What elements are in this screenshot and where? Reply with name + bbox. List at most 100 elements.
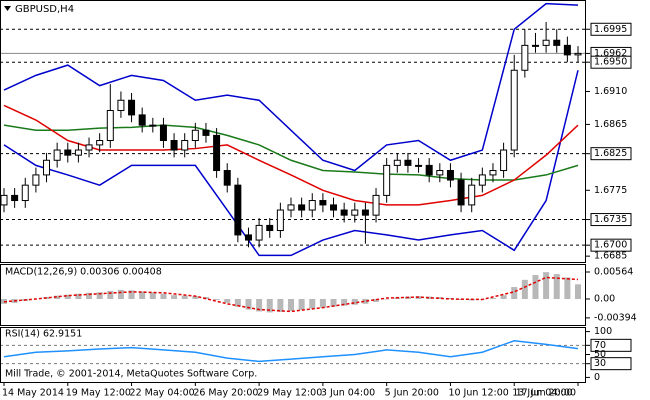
- price-label-box: [590, 213, 632, 227]
- macd-bar: [511, 287, 518, 299]
- candle-body: [298, 204, 306, 211]
- candle-body: [138, 114, 146, 126]
- candle-body: [106, 110, 114, 142]
- macd-bar: [532, 275, 539, 299]
- macd-bar: [351, 298, 358, 305]
- symbol-label: GBPUSD,H4: [15, 4, 74, 15]
- price-label-box: [590, 55, 632, 69]
- price-label-box: [590, 338, 632, 352]
- candle-body: [446, 170, 454, 181]
- candle-body: [319, 200, 327, 206]
- candle-body: [415, 164, 423, 167]
- candle-body: [457, 179, 465, 206]
- candle-body: [351, 209, 359, 216]
- symbol-menu-icon[interactable]: [4, 6, 11, 11]
- y-tick-label: 1.6950: [594, 57, 627, 68]
- candle-body: [64, 149, 72, 156]
- candle-body: [234, 184, 242, 236]
- rsi-panel-border: [0, 327, 586, 383]
- candle-body: [32, 174, 40, 186]
- rsi-line: [3, 339, 579, 363]
- y-tick-label: 1.6775: [594, 185, 627, 196]
- macd-bar: [330, 298, 337, 307]
- panel-1: [1, 272, 581, 313]
- macd-bar: [288, 298, 294, 311]
- candle-body: [53, 149, 61, 161]
- y-tick-label: 0.00564: [594, 266, 633, 277]
- macd-bar: [160, 293, 167, 299]
- y-tick-label: 1.6962: [594, 48, 627, 59]
- macd-title: MACD(12,26,9) 0.00306 0.00408: [5, 267, 162, 278]
- macd-bar: [117, 289, 124, 299]
- macd-bar: [553, 274, 560, 299]
- x-tick-label: 3 Jun 04:00: [321, 388, 375, 399]
- macd-bar: [426, 296, 433, 299]
- signal-line: [3, 276, 579, 313]
- candle-body: [330, 204, 338, 211]
- price-label-box: [590, 147, 632, 161]
- candle-body: [500, 149, 508, 172]
- candle-body: [202, 129, 210, 136]
- x-tick-label: 17 Jun 20:00: [516, 388, 576, 399]
- candle-body: [11, 194, 19, 202]
- x-tick-label: 5 Jun 20:00: [385, 388, 439, 399]
- macd-bar: [181, 295, 188, 299]
- macd-bar: [213, 298, 220, 300]
- macd-bar: [192, 296, 199, 299]
- candle-body: [521, 44, 529, 71]
- x-tick-label: 14 May 2014: [2, 388, 64, 399]
- macd-bar: [447, 298, 454, 299]
- macd-bar: [86, 292, 93, 299]
- macd-bar: [500, 295, 507, 299]
- macd-bar: [224, 298, 231, 303]
- macd-bar: [521, 279, 528, 299]
- macd-bar: [436, 297, 443, 299]
- candle-body: [563, 44, 571, 56]
- x-tick-label: 10 Jun 12:00: [448, 388, 508, 399]
- macd-bar: [266, 298, 273, 313]
- macd-bar: [64, 294, 71, 299]
- candle-body: [191, 129, 199, 142]
- macd-bar: [171, 295, 178, 299]
- candle-body: [255, 224, 263, 241]
- panel-0: [0, 2, 586, 257]
- macd-bar: [362, 298, 369, 304]
- macd-bar: [75, 293, 82, 299]
- x-tick-label: 29 May 12:00: [257, 388, 322, 399]
- candle-body: [276, 209, 284, 232]
- macd-panel-border: [0, 264, 586, 326]
- candle-body: [74, 149, 82, 156]
- candle-body: [478, 174, 486, 186]
- macd-bar: [309, 298, 316, 309]
- x-tick-label: 13 Jun 04:00: [512, 388, 572, 399]
- candle-body: [170, 140, 178, 151]
- candle-body: [181, 140, 189, 151]
- macd-bar: [298, 298, 305, 311]
- candle-body: [0, 194, 8, 206]
- candle-body: [510, 69, 518, 151]
- macd-bar: [234, 298, 241, 307]
- x-tick-label: 22 May 04:00: [130, 388, 195, 399]
- panel-2: [0, 339, 586, 365]
- candle-body: [393, 159, 401, 166]
- candle-body: [266, 224, 274, 232]
- macd-bar: [543, 272, 550, 299]
- y-tick-label: 1.6685: [594, 251, 627, 262]
- y-tick-label: 1.6700: [594, 240, 627, 251]
- x-tick-label: 19 May 12:00: [66, 388, 131, 399]
- candle-body: [468, 184, 476, 206]
- y-tick-label: 30: [594, 358, 606, 369]
- y-tick-label: -0.00394: [594, 312, 637, 323]
- candle-body: [425, 164, 433, 176]
- candle-body: [308, 200, 316, 211]
- macd-bar: [373, 298, 380, 302]
- macd-bar: [277, 298, 284, 312]
- macd-bar: [245, 298, 252, 310]
- candle-body: [223, 170, 231, 186]
- macd-bar: [575, 284, 581, 299]
- candle-body: [21, 184, 29, 202]
- candle-body: [542, 39, 550, 46]
- y-tick-label: 50: [594, 349, 606, 360]
- y-tick-label: 0: [594, 372, 600, 383]
